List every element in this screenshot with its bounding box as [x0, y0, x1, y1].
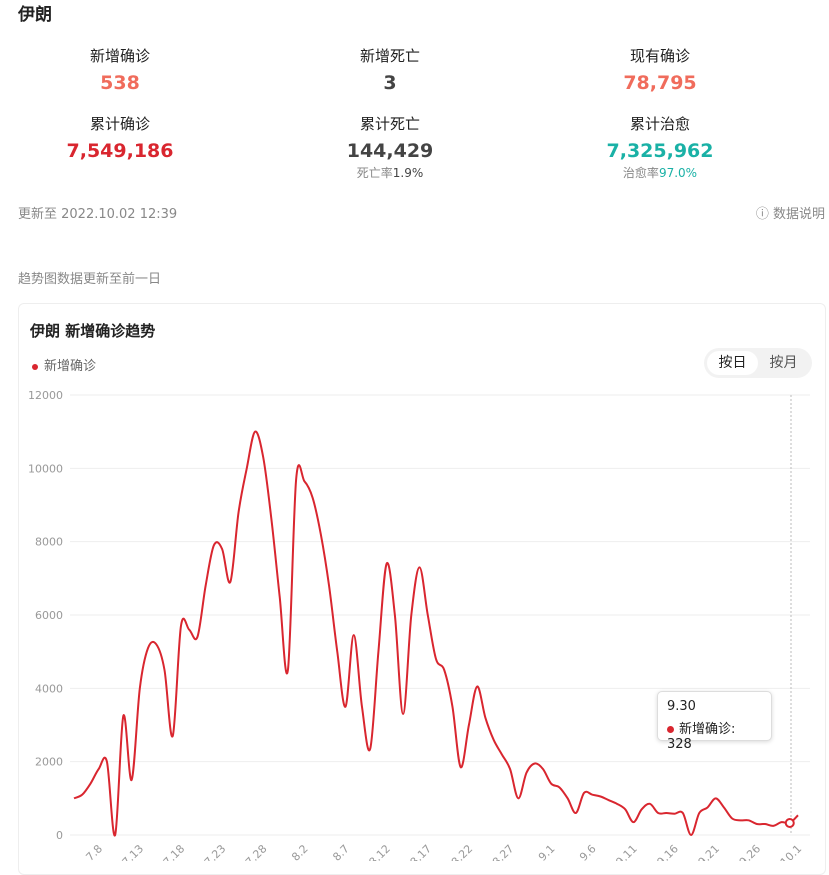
data-explain-label: 数据说明	[772, 207, 825, 222]
rate-value: 1.9%	[392, 166, 424, 180]
y-tick-label: 8000	[35, 536, 63, 549]
question-circle-icon: ⓘ	[755, 207, 769, 222]
x-tick-label: 7.18	[161, 842, 188, 861]
x-tick-label: 9.16	[654, 842, 681, 861]
stat-1: 新增死亡 3	[290, 45, 490, 94]
x-tick-label: 10.1	[778, 842, 805, 861]
x-tick-label: 9.21	[696, 842, 723, 861]
chart-note: 趋势图数据更新至前一日	[18, 272, 162, 287]
stat-label: 累计治愈	[629, 115, 690, 133]
x-tick-label: 9.1	[536, 842, 558, 861]
x-tick-label: 8.17	[408, 842, 435, 861]
y-tick-label: 4000	[35, 682, 63, 695]
x-tick-label: 7.23	[202, 842, 229, 861]
y-tick-label: 12000	[28, 389, 63, 402]
data-point	[784, 817, 795, 828]
x-tick-label: 9.6	[577, 842, 599, 861]
chart-tooltip: 9.30 新增确诊: 328	[657, 691, 772, 752]
stat-5: 累计治愈 7,325,962 治愈率97.0%	[560, 113, 760, 181]
stat-label: 累计确诊	[89, 115, 150, 133]
x-tick-label: 7.13	[120, 842, 147, 861]
x-tick-label: 7.8	[83, 842, 105, 861]
tooltip-date: 9.30	[667, 699, 696, 714]
country-title: 伊朗	[18, 5, 52, 25]
rate-label: 死亡率	[356, 166, 393, 180]
rate-label: 治愈率	[622, 166, 659, 180]
stat-value: 538	[100, 72, 140, 94]
stat-0: 新增确诊 538	[20, 45, 220, 94]
x-tick-label: 8.7	[330, 842, 352, 861]
rate-value: 97.0%	[658, 166, 698, 180]
data-explain-link[interactable]: ⓘ 数据说明	[756, 203, 825, 222]
stat-value: 7,549,186	[66, 140, 174, 162]
stat-rate: 死亡率1.9%	[290, 164, 490, 181]
period-toggle[interactable]: 按日 按月	[704, 348, 812, 378]
legend-item[interactable]: 新增确诊	[32, 355, 96, 374]
stat-value: 7,325,962	[606, 140, 714, 162]
stat-3: 累计确诊 7,549,186	[20, 113, 220, 162]
toggle-month[interactable]: 按月	[769, 355, 798, 371]
legend-label: 新增确诊	[44, 359, 97, 374]
x-tick-label: 8.27	[490, 842, 517, 861]
x-tick-label: 7.28	[243, 842, 270, 861]
legend-dot	[32, 363, 38, 370]
y-tick-label: 10000	[28, 462, 63, 475]
x-tick-label: 8.12	[366, 842, 393, 861]
updated-time: 更新至 2022.10.02 12:39	[18, 207, 178, 222]
x-tick-label: 8.2	[289, 842, 311, 861]
stat-2: 现有确诊 78,795	[560, 45, 760, 94]
toggle-day[interactable]: 按日	[707, 351, 758, 375]
stat-label: 新增死亡	[359, 47, 420, 65]
y-tick-label: 0	[56, 829, 63, 842]
x-tick-label: 9.11	[613, 842, 640, 861]
stat-4: 累计死亡 144,429 死亡率1.9%	[290, 113, 490, 181]
x-tick-label: 9.26	[737, 842, 764, 861]
stat-label: 现有确诊	[629, 47, 690, 65]
trend-chart[interactable]: 0 2000 4000 6000 8000 10000 12000 7.8 7.13 7.18 7.…	[0, 380, 829, 861]
stat-value: 144,429	[346, 140, 434, 162]
x-tick-label: 8.22	[449, 842, 476, 861]
stat-value: 3	[383, 72, 397, 94]
tooltip-dot	[667, 726, 674, 733]
y-tick-label: 6000	[35, 609, 63, 622]
tooltip-value: 新增确诊: 328	[667, 722, 736, 752]
y-tick-label: 2000	[35, 756, 63, 769]
chart-title: 伊朗 新增确诊趋势	[30, 322, 156, 340]
stat-label: 新增确诊	[89, 47, 150, 65]
stat-label: 累计死亡	[359, 115, 420, 133]
stat-value: 78,795	[623, 72, 697, 94]
series-line	[73, 430, 799, 837]
stat-rate: 治愈率97.0%	[560, 164, 760, 181]
